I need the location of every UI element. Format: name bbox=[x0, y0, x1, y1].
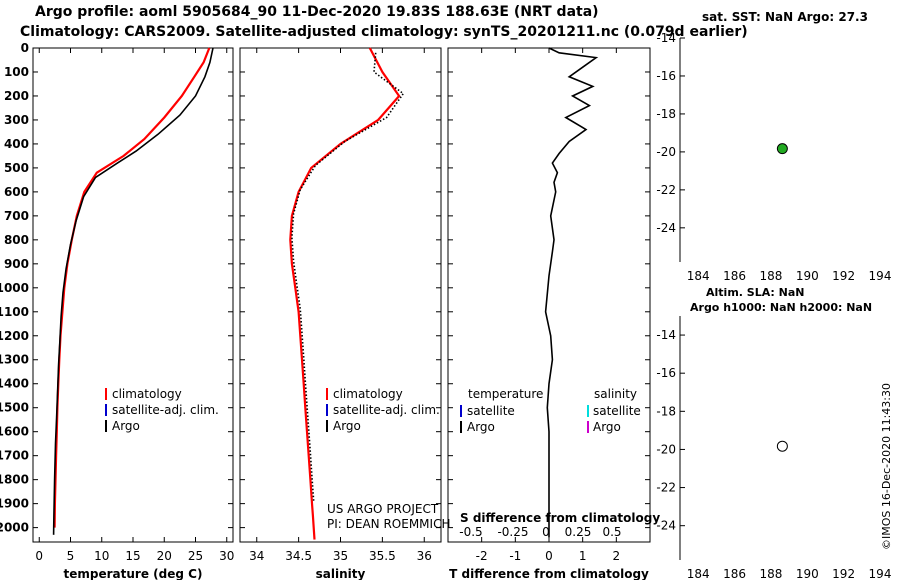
series-line-temperature-argo bbox=[52, 47, 214, 535]
x-tick-label-temperature: 15 bbox=[125, 549, 140, 563]
x-tick-label-salinity: 35 bbox=[333, 549, 348, 563]
x2-tick-label-difference: 0.5 bbox=[602, 525, 621, 539]
map-y-tick-label-sla-map: -24 bbox=[656, 519, 676, 533]
map-x-tick-label-sst-map: 192 bbox=[832, 269, 855, 283]
x-tick-label-temperature: 20 bbox=[157, 549, 172, 563]
map-x-tick-label-sla-map: 184 bbox=[687, 567, 710, 580]
map-y-tick-label-sla-map: -18 bbox=[656, 404, 676, 418]
salinity-annotation: PI: DEAN ROEMMICH bbox=[327, 517, 450, 531]
series-line-temperature-climatology bbox=[53, 47, 211, 528]
x2-tick-label-difference: -0.25 bbox=[497, 525, 528, 539]
depth-tick-label: 700 bbox=[4, 209, 29, 223]
x-tick-label-difference: 0 bbox=[545, 549, 553, 563]
sst-map-title: sat. SST: NaN Argo: 27.3 bbox=[702, 10, 868, 24]
x-tick-label-difference: -2 bbox=[476, 549, 488, 563]
map-y-tick-label-sla-map: -20 bbox=[656, 442, 676, 456]
depth-tick-label: 900 bbox=[4, 257, 29, 271]
map-y-tick-label-sst-map: -20 bbox=[656, 145, 676, 159]
series-line-salinity-argo bbox=[291, 52, 405, 502]
map-x-tick-label-sst-map: 188 bbox=[759, 269, 782, 283]
series-line-difference-t-difference bbox=[544, 47, 599, 538]
map-y-tick-label-sst-map: -18 bbox=[656, 107, 676, 121]
map-y-tick-label-sst-map: -24 bbox=[656, 221, 676, 235]
map-y-tick-label-sst-map: -22 bbox=[656, 183, 676, 197]
legend-label-salinity: climatology bbox=[333, 387, 403, 401]
x-tick-label-difference: 1 bbox=[579, 549, 587, 563]
depth-tick-label: 2000 bbox=[0, 521, 29, 535]
legend-header-salinity: salinity bbox=[594, 387, 637, 401]
depth-tick-label: 1400 bbox=[0, 377, 29, 391]
sla-map-subtitle: Argo h1000: NaN h2000: NaN bbox=[690, 301, 873, 314]
map-x-tick-label-sst-map: 186 bbox=[723, 269, 746, 283]
x-axis-label-temperature: temperature (deg C) bbox=[64, 567, 203, 580]
depth-tick-label: 1300 bbox=[0, 353, 29, 367]
x2-tick-label-difference: 0 bbox=[542, 525, 550, 539]
sla-map-title: Altim. SLA: NaN bbox=[706, 286, 805, 299]
x2-tick-label-difference: -0.5 bbox=[459, 525, 482, 539]
depth-tick-label: 1200 bbox=[0, 329, 29, 343]
legend-label-salinity: satellite-adj. clim. bbox=[333, 403, 440, 417]
depth-tick-label: 600 bbox=[4, 185, 29, 199]
x2-tick-label-difference: 0.25 bbox=[565, 525, 592, 539]
x-tick-label-salinity: 34 bbox=[249, 549, 264, 563]
depth-tick-label: 1600 bbox=[0, 425, 29, 439]
depth-tick-label: 800 bbox=[4, 233, 29, 247]
x-tick-label-salinity: 34.5 bbox=[285, 549, 312, 563]
legend-label-temperature: Argo bbox=[112, 419, 140, 433]
x-tick-label-salinity: 35.5 bbox=[369, 549, 396, 563]
depth-tick-label: 1000 bbox=[0, 281, 29, 295]
legend-label-difference: satellite bbox=[593, 404, 641, 418]
x-tick-label-temperature: 0 bbox=[35, 549, 43, 563]
map-float-marker-sla-map bbox=[776, 440, 788, 452]
x-axis-label-salinity: salinity bbox=[316, 567, 366, 580]
x-tick-label-temperature: 10 bbox=[94, 549, 109, 563]
panel-frame-salinity bbox=[239, 47, 442, 543]
map-x-tick-label-sst-map: 184 bbox=[687, 269, 710, 283]
series-line-salinity-climatology bbox=[289, 47, 401, 540]
map-x-tick-label-sst-map: 194 bbox=[869, 269, 892, 283]
x-tick-label-difference: -1 bbox=[509, 549, 521, 563]
figure-title-line2: Climatology: CARS2009. Satellite-adjuste… bbox=[20, 24, 748, 40]
depth-tick-label: 200 bbox=[4, 89, 29, 103]
depth-tick-label: 500 bbox=[4, 161, 29, 175]
x-axis-label-difference: T difference from climatology bbox=[449, 567, 649, 580]
x-tick-label-salinity: 36 bbox=[417, 549, 432, 563]
depth-tick-label: 0 bbox=[21, 41, 29, 55]
map-x-tick-label-sla-map: 192 bbox=[832, 567, 855, 580]
legend-label-difference: Argo bbox=[593, 420, 621, 434]
map-x-tick-label-sla-map: 190 bbox=[796, 567, 819, 580]
map-x-tick-label-sst-map: 190 bbox=[796, 269, 819, 283]
legend-label-difference: satellite bbox=[467, 404, 515, 418]
map-x-tick-label-sla-map: 186 bbox=[723, 567, 746, 580]
depth-tick-label: 400 bbox=[4, 137, 29, 151]
depth-tick-label: 1500 bbox=[0, 401, 29, 415]
legend-label-temperature: climatology bbox=[112, 387, 182, 401]
legend-label-salinity: Argo bbox=[333, 419, 361, 433]
map-y-tick-label-sla-map: -14 bbox=[656, 328, 676, 342]
depth-tick-label: 300 bbox=[4, 113, 29, 127]
x-tick-label-temperature: 25 bbox=[188, 549, 203, 563]
figure-title-line1: Argo profile: aoml 5905684_90 11-Dec-202… bbox=[35, 4, 599, 20]
x2-axis-label-difference: S difference from climatology bbox=[460, 511, 660, 525]
depth-tick-label: 1900 bbox=[0, 497, 29, 511]
map-y-tick-label-sla-map: -16 bbox=[656, 366, 676, 380]
x-tick-label-temperature: 5 bbox=[67, 549, 75, 563]
map-y-tick-label-sla-map: -22 bbox=[656, 481, 676, 495]
depth-tick-label: 1100 bbox=[0, 305, 29, 319]
legend-header-temperature: temperature bbox=[468, 387, 543, 401]
salinity-annotation: US ARGO PROJECT bbox=[327, 502, 439, 516]
map-x-tick-label-sla-map: 188 bbox=[759, 567, 782, 580]
legend-label-temperature: satellite-adj. clim. bbox=[112, 403, 219, 417]
depth-tick-label: 1700 bbox=[0, 449, 29, 463]
map-y-tick-label-sst-map: -16 bbox=[656, 69, 676, 83]
x-tick-label-temperature: 30 bbox=[219, 549, 234, 563]
depth-tick-label: 1800 bbox=[0, 473, 29, 487]
legend-label-difference: Argo bbox=[467, 420, 495, 434]
map-x-tick-label-sla-map: 194 bbox=[869, 567, 892, 580]
depth-tick-label: 100 bbox=[4, 65, 29, 79]
x-tick-label-difference: 2 bbox=[613, 549, 621, 563]
map-float-marker-sst-map bbox=[776, 143, 788, 155]
map-y-tick-label-sst-map: -14 bbox=[656, 31, 676, 45]
